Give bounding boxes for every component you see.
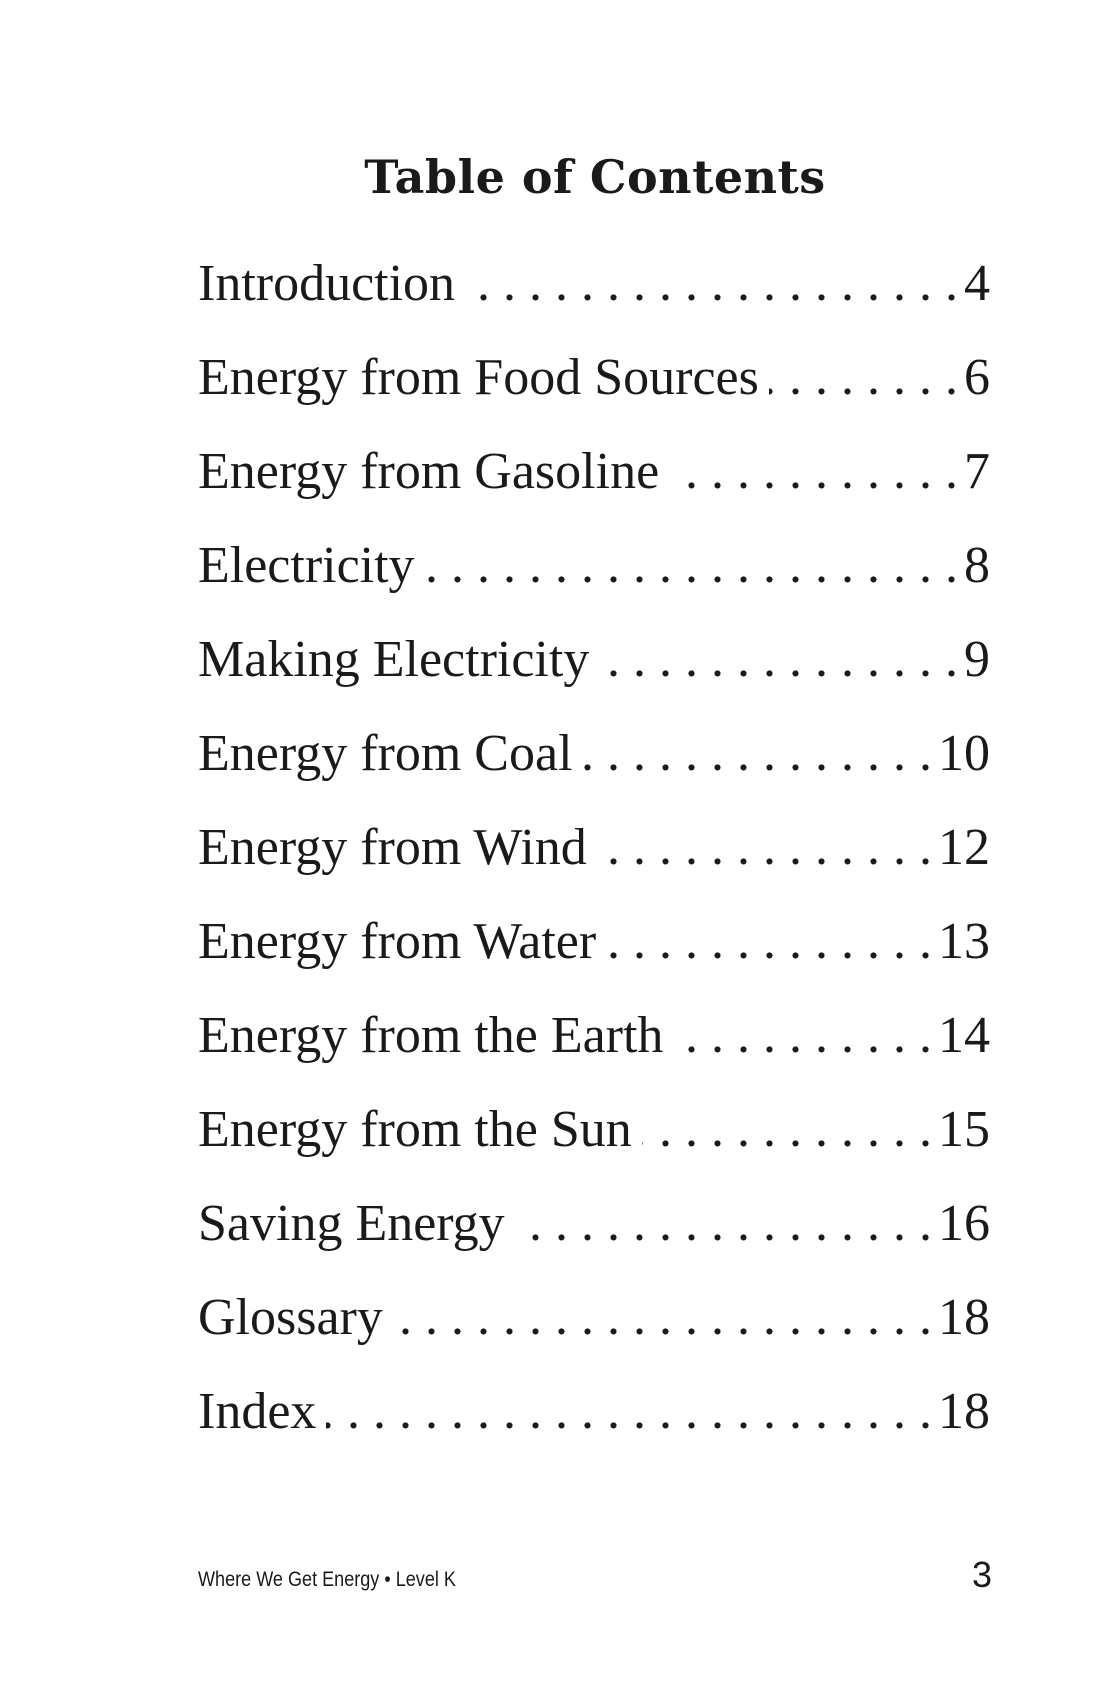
toc-entry-page: 8 [964,537,990,594]
toc-entry-label: Introduction [198,255,456,312]
toc-entry-page: 15 [938,1101,990,1158]
toc-entry: Making Electricity 9 [198,630,990,724]
toc-entry-label: Making Electricity [198,631,590,688]
toc-entry-page: 6 [964,349,990,406]
page-title: Table of Contents [364,150,826,204]
dot-leader [425,536,958,595]
toc-entry: Energy from Gasoline 7 [198,442,990,536]
toc-entry-label: Electricity [198,537,415,594]
table-of-contents: Introduction 4 Energy from Food Sources … [198,254,990,1476]
dot-leader [606,912,932,971]
footer-book-title: Where We Get Energy • Level K [198,1568,456,1591]
toc-entry-label: Energy from Gasoline [198,443,660,500]
toc-entry: Introduction 4 [198,254,990,348]
dot-leader [393,1288,932,1347]
toc-entry-page: 13 [938,913,990,970]
toc-entry-label: Glossary [198,1289,383,1346]
dot-leader [326,1382,932,1441]
toc-entry-page: 7 [964,443,990,500]
toc-entry-label: Energy from the Earth [198,1007,664,1064]
dot-leader [599,630,958,689]
toc-entry-label: Index [198,1383,317,1440]
dot-leader [642,1100,932,1159]
toc-entry-page: 14 [938,1007,990,1064]
toc-entry-label: Energy from Wind [198,819,587,876]
toc-entry: Index 18 [198,1382,990,1476]
dot-leader [515,1194,932,1253]
toc-entry: Saving Energy 16 [198,1194,990,1288]
toc-entry: Energy from Coal 10 [198,724,990,818]
toc-entry-page: 18 [938,1383,990,1440]
toc-entry-label: Energy from Food Sources [198,349,759,406]
toc-entry-page: 16 [938,1195,990,1252]
dot-leader [669,442,958,501]
toc-entry-label: Energy from the Sun [198,1101,632,1158]
toc-entry: Energy from Food Sources 6 [198,348,990,442]
toc-entry-page: 12 [938,819,990,876]
toc-entry-label: Energy from Water [198,913,597,970]
dot-leader [673,1006,932,1065]
toc-entry: Electricity 8 [198,536,990,630]
toc-entry-page: 9 [964,631,990,688]
toc-entry: Energy from the Earth 14 [198,1006,990,1100]
toc-entry: Glossary 18 [198,1288,990,1382]
toc-entry-label: Saving Energy [198,1195,505,1252]
dot-leader [583,724,932,783]
toc-entry-label: Energy from Coal [198,725,573,782]
dot-leader [769,348,958,407]
toc-entry: Energy from Wind 12 [198,818,990,912]
toc-entry: Energy from the Sun 15 [198,1100,990,1194]
toc-entry: Energy from Water 13 [198,912,990,1006]
toc-entry-page: 18 [938,1289,990,1346]
toc-entry-page: 4 [964,255,990,312]
dot-leader [465,254,958,313]
toc-entry-page: 10 [938,725,990,782]
dot-leader [597,818,932,877]
page-number: 3 [971,1554,992,1595]
